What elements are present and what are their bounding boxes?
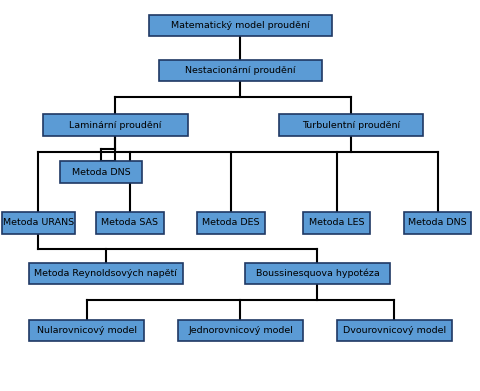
- FancyBboxPatch shape: [158, 59, 322, 81]
- Text: Dvourovnicový model: Dvourovnicový model: [342, 326, 445, 335]
- Text: Metoda LES: Metoda LES: [308, 218, 364, 228]
- FancyBboxPatch shape: [336, 320, 451, 341]
- Text: Metoda DNS: Metoda DNS: [72, 167, 130, 177]
- FancyBboxPatch shape: [29, 320, 144, 341]
- FancyBboxPatch shape: [29, 263, 182, 285]
- Text: Metoda SAS: Metoda SAS: [101, 218, 158, 228]
- Text: Jednorovnicový model: Jednorovnicový model: [188, 326, 292, 335]
- FancyBboxPatch shape: [43, 114, 187, 136]
- FancyBboxPatch shape: [96, 212, 163, 233]
- FancyBboxPatch shape: [178, 320, 302, 341]
- Text: Metoda Reynoldsových napětí: Metoda Reynoldsových napětí: [34, 269, 177, 278]
- FancyBboxPatch shape: [278, 114, 422, 136]
- Text: Turbulentní proudění: Turbulentní proudění: [301, 120, 399, 130]
- Text: Metoda URANS: Metoda URANS: [3, 218, 74, 228]
- FancyBboxPatch shape: [302, 212, 370, 233]
- Text: Boussinesquova hypotéza: Boussinesquova hypotéza: [255, 269, 379, 278]
- Text: Laminární proudění: Laminární proudění: [69, 120, 161, 130]
- Text: Matematický model proudění: Matematický model proudění: [171, 21, 309, 30]
- Text: Metoda DNS: Metoda DNS: [408, 218, 466, 228]
- FancyBboxPatch shape: [149, 14, 331, 36]
- FancyBboxPatch shape: [197, 212, 264, 233]
- Text: Metoda DES: Metoda DES: [202, 218, 259, 228]
- Text: Nestacionární proudění: Nestacionární proudění: [185, 66, 295, 75]
- FancyBboxPatch shape: [60, 161, 142, 183]
- FancyBboxPatch shape: [245, 263, 389, 285]
- FancyBboxPatch shape: [2, 212, 74, 233]
- Text: Nularovnicový model: Nularovnicový model: [36, 326, 136, 335]
- FancyBboxPatch shape: [403, 212, 470, 233]
